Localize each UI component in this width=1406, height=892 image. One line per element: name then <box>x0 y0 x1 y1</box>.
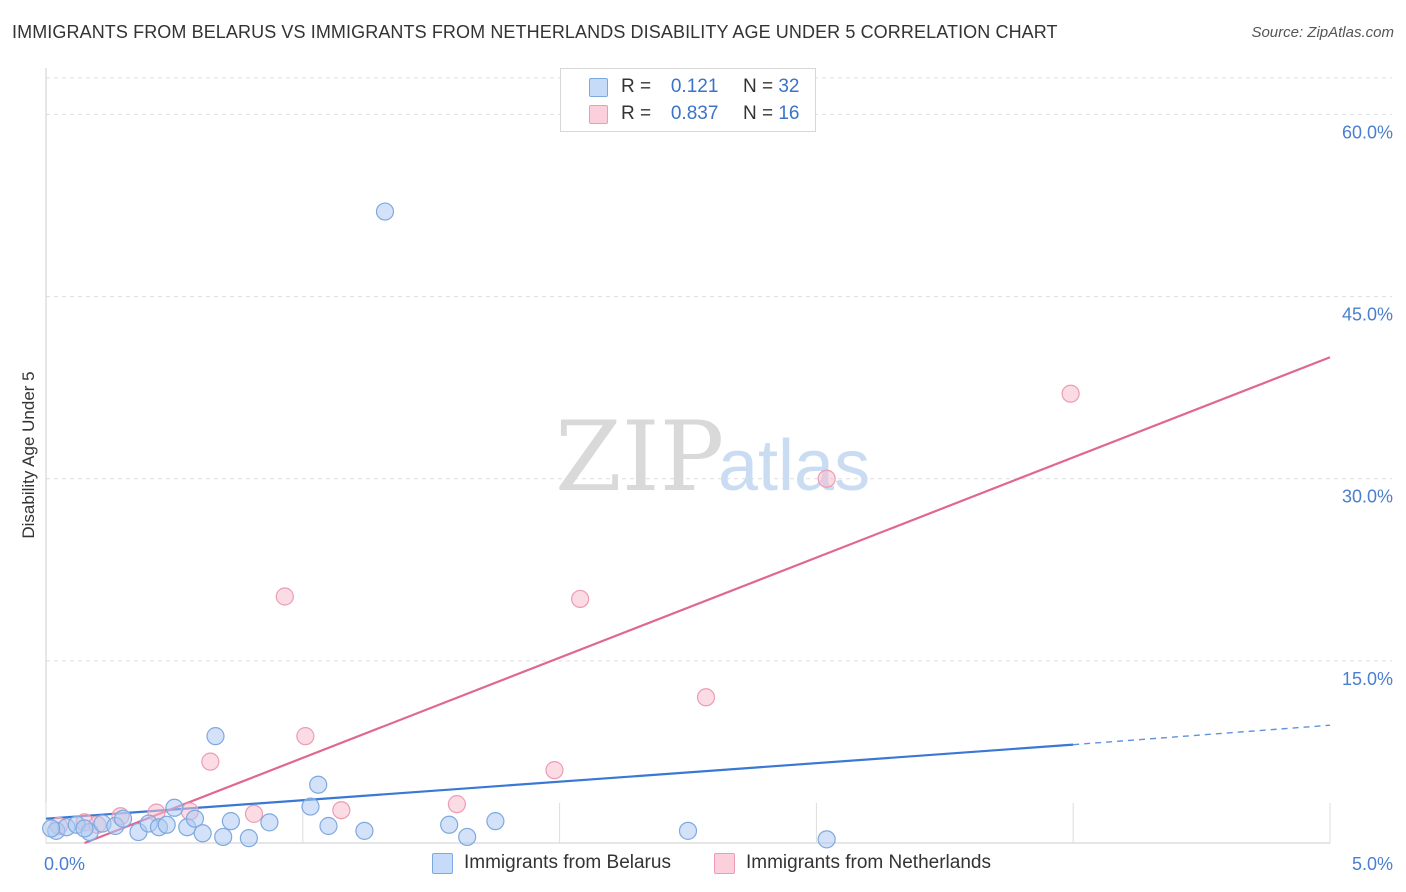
x-tick-label: 0.0% <box>44 854 85 874</box>
watermark-atlas: atlas <box>718 426 870 506</box>
legend-n-label: N = <box>742 103 774 124</box>
point-netherlands <box>545 761 564 780</box>
legend-r-value: 0.121 <box>670 76 719 97</box>
legend-swatch-netherlands <box>589 105 608 124</box>
point-belarus <box>319 816 338 836</box>
point-netherlands <box>817 469 836 488</box>
point-netherlands <box>275 587 294 606</box>
legend-n-value: 32 <box>778 76 800 97</box>
point-belarus <box>113 809 133 828</box>
point-netherlands <box>201 752 220 771</box>
trend-lines <box>45 356 1331 845</box>
series-label-belarus: Immigrants from Belarus <box>464 852 671 873</box>
series-swatch-belarus <box>432 853 453 874</box>
trend-line-0 <box>45 743 1074 820</box>
legend-n-label: N = <box>742 76 774 97</box>
axes <box>45 68 1331 844</box>
point-netherlands <box>447 795 466 814</box>
point-belarus <box>214 827 233 847</box>
point-belarus <box>260 813 279 832</box>
data-points <box>42 202 1080 849</box>
source-label: Source: ZipAtlas.com <box>1251 24 1394 41</box>
point-netherlands <box>1061 384 1080 403</box>
point-netherlands <box>296 727 315 746</box>
point-belarus <box>206 727 225 746</box>
point-belarus <box>817 830 836 849</box>
point-belarus <box>375 202 395 221</box>
y-tick-label: 60.0% <box>1342 122 1393 142</box>
point-belarus <box>355 821 374 840</box>
legend-r-label: R = <box>621 103 652 124</box>
point-belarus <box>301 797 320 816</box>
point-netherlands <box>696 688 716 707</box>
y-axis-label: Disability Age Under 5 <box>19 371 38 538</box>
legend-r-value: 0.837 <box>670 103 719 124</box>
point-belarus <box>458 827 477 847</box>
watermark-zip: ZIP <box>555 401 724 513</box>
point-netherlands <box>244 804 264 823</box>
point-belarus <box>309 775 328 794</box>
point-belarus <box>157 815 176 834</box>
tick-labels: 15.0% 30.0% 45.0% 60.0% 0.0% 5.0% <box>44 122 1393 874</box>
trend-line-1 <box>84 356 1331 845</box>
point-belarus <box>221 812 240 831</box>
x-tick-label: 5.0% <box>1352 854 1393 874</box>
point-belarus <box>165 798 184 817</box>
point-belarus <box>42 819 61 838</box>
legend-r-label: R = <box>621 76 652 97</box>
trend-extension-0 <box>1073 724 1331 746</box>
point-netherlands <box>571 589 590 609</box>
series-swatch-netherlands <box>714 853 735 874</box>
legend-swatch-belarus <box>589 78 608 97</box>
point-belarus <box>239 829 258 848</box>
y-tick-label: 30.0% <box>1342 487 1393 507</box>
correlation-legend: R = 0.121 N = 32 R = 0.837 N = 16 <box>560 68 816 132</box>
chart-title: IMMIGRANTS FROM BELARUS VS IMMIGRANTS FR… <box>12 22 1058 42</box>
point-belarus <box>678 821 698 840</box>
point-belarus <box>486 812 505 831</box>
point-belarus <box>75 819 94 838</box>
point-belarus <box>193 824 212 843</box>
point-belarus <box>440 815 459 834</box>
gridlines <box>46 77 1392 662</box>
y-tick-label: 45.0% <box>1342 305 1393 325</box>
point-netherlands <box>332 801 351 820</box>
y-tick-label: 15.0% <box>1342 669 1393 689</box>
point-belarus <box>185 809 205 828</box>
legend-n-value: 16 <box>778 103 800 124</box>
series-label-netherlands: Immigrants from Netherlands <box>746 852 991 873</box>
